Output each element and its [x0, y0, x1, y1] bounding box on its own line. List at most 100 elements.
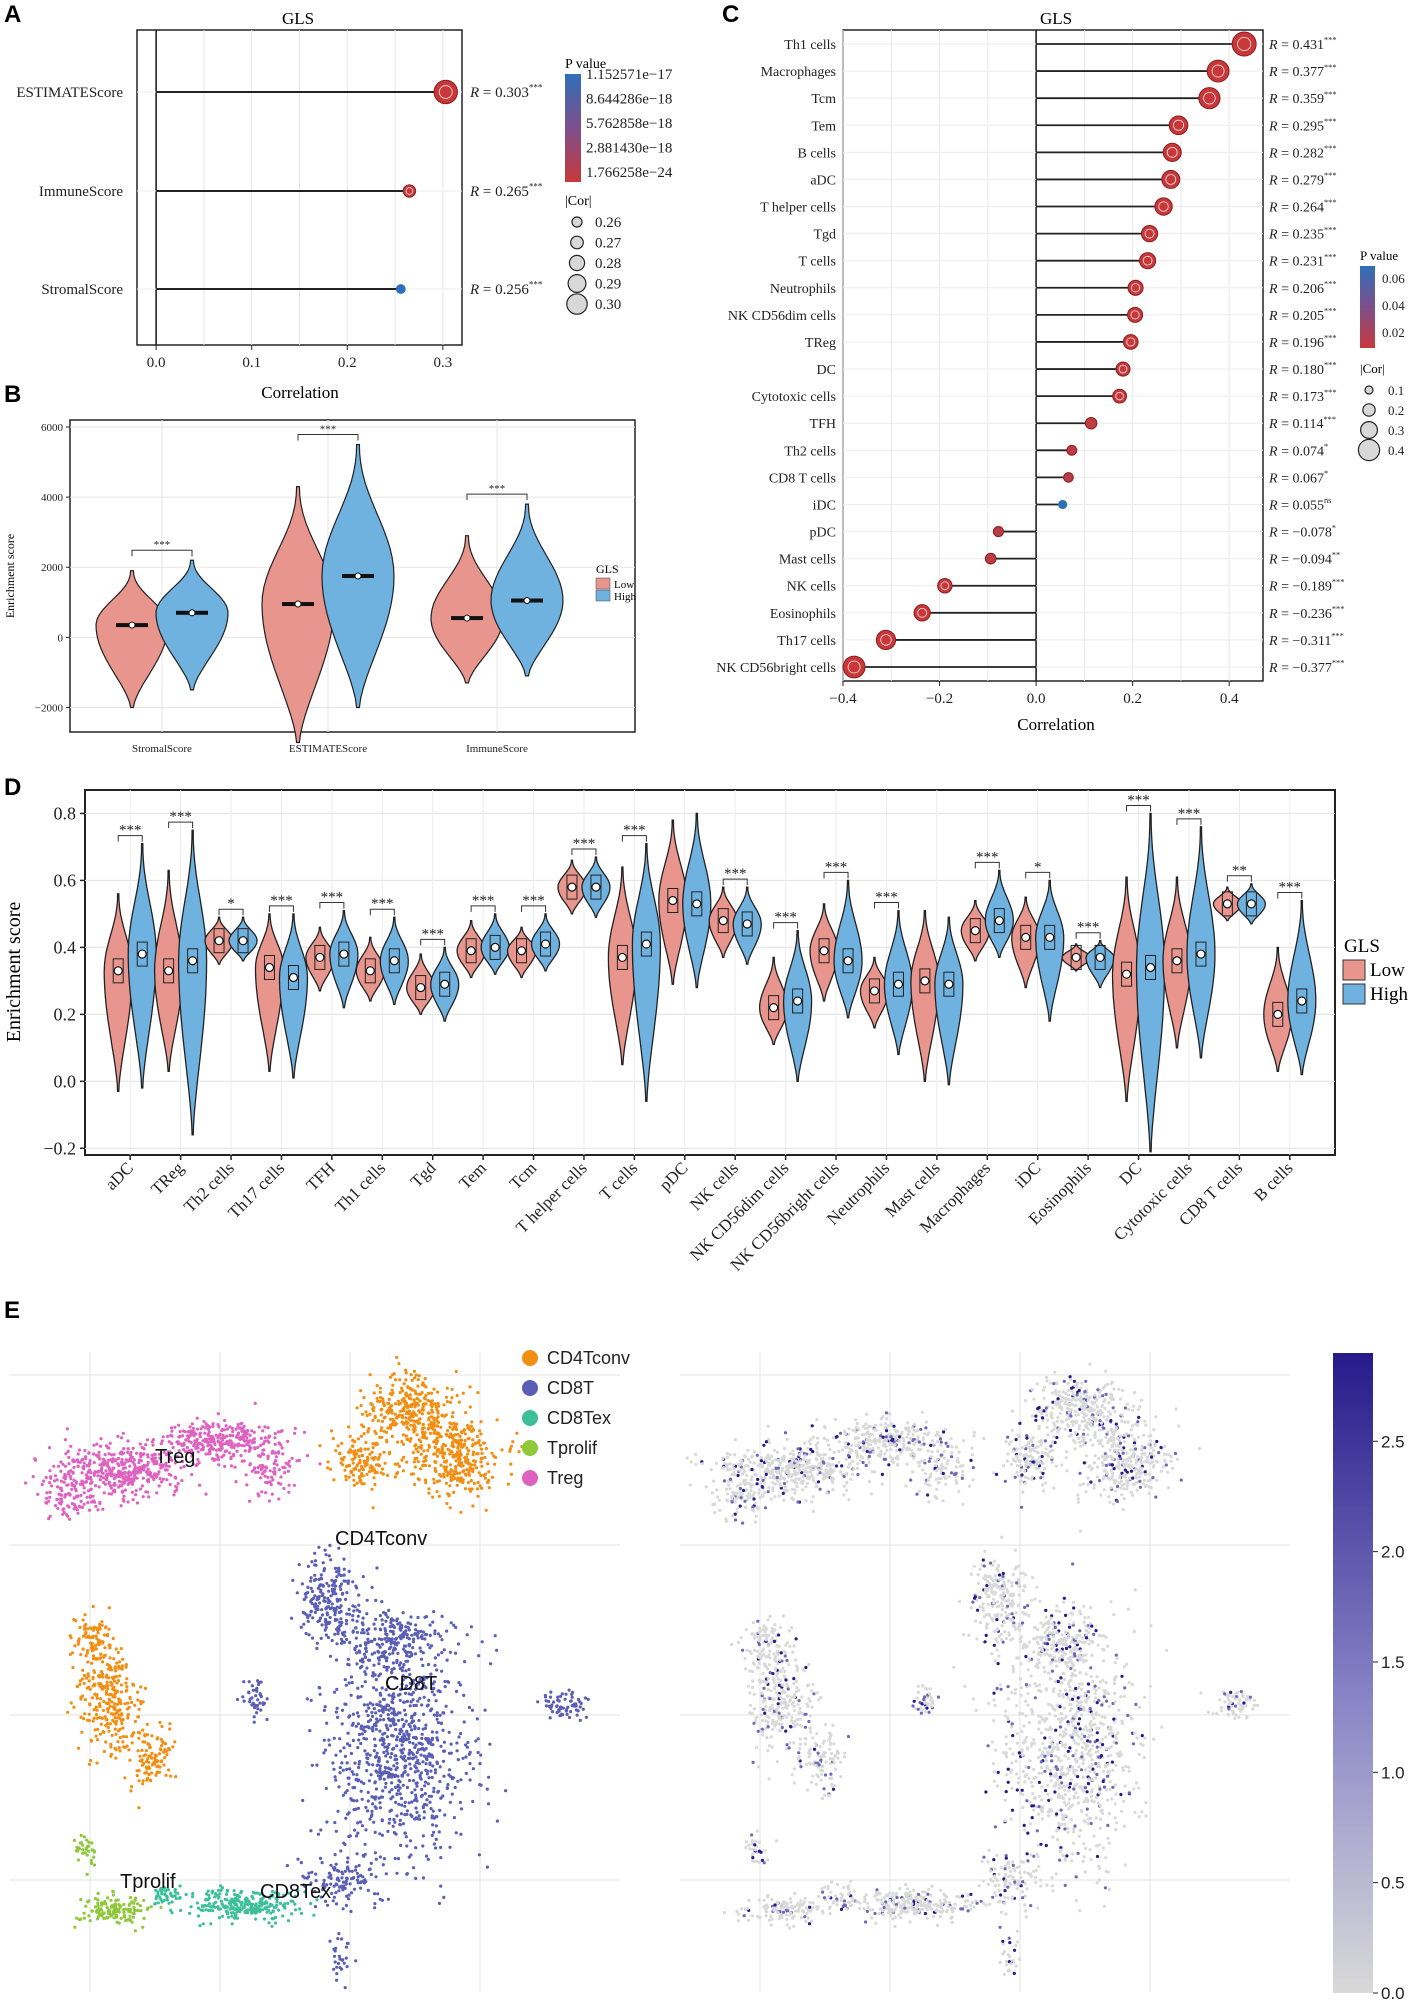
panel-e-point	[132, 1905, 136, 1910]
panel-e-point	[467, 1487, 472, 1491]
panel-e-point	[225, 1440, 229, 1444]
panel-e-point	[442, 1403, 446, 1407]
panel-e-point	[451, 1444, 455, 1449]
panel-e-point	[104, 1692, 109, 1696]
panel-e-point	[334, 1891, 338, 1895]
panel-e-point	[132, 1478, 136, 1482]
panel-e-point	[467, 1449, 471, 1453]
panel-e-point	[150, 1734, 154, 1738]
panel-e-point	[104, 1740, 108, 1744]
panel-e-point	[457, 1400, 461, 1404]
panel-e-point	[260, 1472, 264, 1476]
panel-e-point	[277, 1468, 281, 1472]
panel-e-point	[248, 1463, 252, 1467]
panel-c-point	[1168, 115, 1189, 136]
panel-e-point	[273, 1451, 277, 1455]
panel-e-point	[111, 1712, 115, 1717]
panel-e-point	[354, 1644, 359, 1648]
panel-e-point	[406, 1650, 410, 1654]
panel-e-point	[127, 1917, 131, 1922]
panel-e-point	[225, 1888, 230, 1892]
panel-e-point	[114, 1899, 118, 1903]
panel-e-point	[205, 1424, 209, 1428]
panel-d-box	[667, 888, 679, 914]
panel-e-point	[422, 1810, 426, 1814]
panel-d-sig-label: ***	[623, 823, 646, 839]
panel-e-point	[509, 1444, 514, 1448]
panel-e-point	[258, 1909, 262, 1913]
panel-d-box	[112, 958, 124, 984]
panel-e-point	[351, 1772, 355, 1776]
panel-e-point	[462, 1428, 466, 1432]
panel-e-point	[450, 1450, 454, 1454]
panel-e-point	[356, 1779, 360, 1783]
panel-e-point	[373, 1830, 377, 1834]
panel-c-point-ring	[1130, 310, 1140, 320]
panel-e-point	[337, 1954, 341, 1958]
panel-e-point	[257, 1454, 261, 1458]
panel-e-point	[195, 1437, 199, 1441]
panel-e-point	[136, 1902, 140, 1906]
panel-e-point	[454, 1466, 458, 1470]
panel-e-point	[426, 1662, 431, 1667]
panel-e-point	[382, 1777, 386, 1781]
panel-e-point	[333, 1608, 337, 1612]
panel-e-point	[131, 1498, 135, 1502]
panel-e-point	[89, 1739, 93, 1743]
panel-e-point	[379, 1638, 384, 1642]
panel-e-point	[89, 1477, 93, 1481]
panel-e-point	[421, 1432, 425, 1436]
panel-e-point	[381, 1863, 385, 1867]
panel-e-point	[299, 1861, 303, 1865]
panel-d-y-tick-label: 0.0	[54, 1071, 77, 1091]
panel-e-point	[274, 1455, 278, 1459]
panel-e-point	[133, 1703, 137, 1707]
panel-e-point	[365, 1455, 370, 1459]
panel-e-point	[446, 1783, 450, 1787]
panel-e-point	[365, 1628, 369, 1632]
panel-e-point	[368, 1466, 372, 1470]
panel-e-point	[174, 1484, 178, 1488]
panel-e-point	[573, 1704, 578, 1708]
panel-e-point	[484, 1472, 488, 1476]
panel-e-point	[439, 1721, 443, 1726]
panel-e-point	[442, 1740, 446, 1744]
panel-e-point	[347, 1612, 352, 1616]
panel-e-point	[314, 1872, 318, 1876]
panel-e-point	[109, 1692, 113, 1696]
panel-e-point	[81, 1457, 85, 1461]
panel-e-point	[309, 1579, 313, 1583]
panel-e-point	[109, 1905, 113, 1909]
panel-e-point	[406, 1659, 410, 1663]
panel-e-point	[330, 1578, 334, 1582]
panel-e-point	[340, 1761, 344, 1765]
panel-e-point	[421, 1422, 425, 1427]
panel-e-point	[357, 1461, 361, 1465]
panel-e-point	[325, 1581, 329, 1585]
panel-e-point	[177, 1423, 181, 1427]
panel-e-point	[79, 1897, 83, 1902]
panel-e-point	[357, 1765, 361, 1770]
panel-e-point	[471, 1444, 475, 1448]
panel-e-point	[355, 1452, 359, 1456]
panel-a-point	[433, 79, 458, 105]
panel-e-point	[404, 1391, 408, 1395]
panel-e-point	[204, 1898, 208, 1902]
panel-d-median	[819, 946, 829, 956]
panel-e-point	[485, 1865, 489, 1869]
panel-e-point	[424, 1854, 429, 1858]
panel-e-point	[508, 1447, 512, 1451]
panel-e-point	[422, 1449, 426, 1453]
panel-e-point	[118, 1451, 122, 1455]
panel-d-sig-label: ***	[875, 890, 898, 906]
panel-e-point	[395, 1744, 399, 1748]
panel-e-point	[364, 1828, 368, 1832]
panel-e-point	[354, 1865, 358, 1869]
panel-e-point	[245, 1431, 249, 1435]
panel-e-point	[313, 1905, 318, 1909]
panel-e-point	[363, 1447, 367, 1451]
panel-e-point	[381, 1789, 385, 1793]
panel-e-point	[220, 1914, 225, 1918]
panel-e-point	[370, 1585, 374, 1589]
